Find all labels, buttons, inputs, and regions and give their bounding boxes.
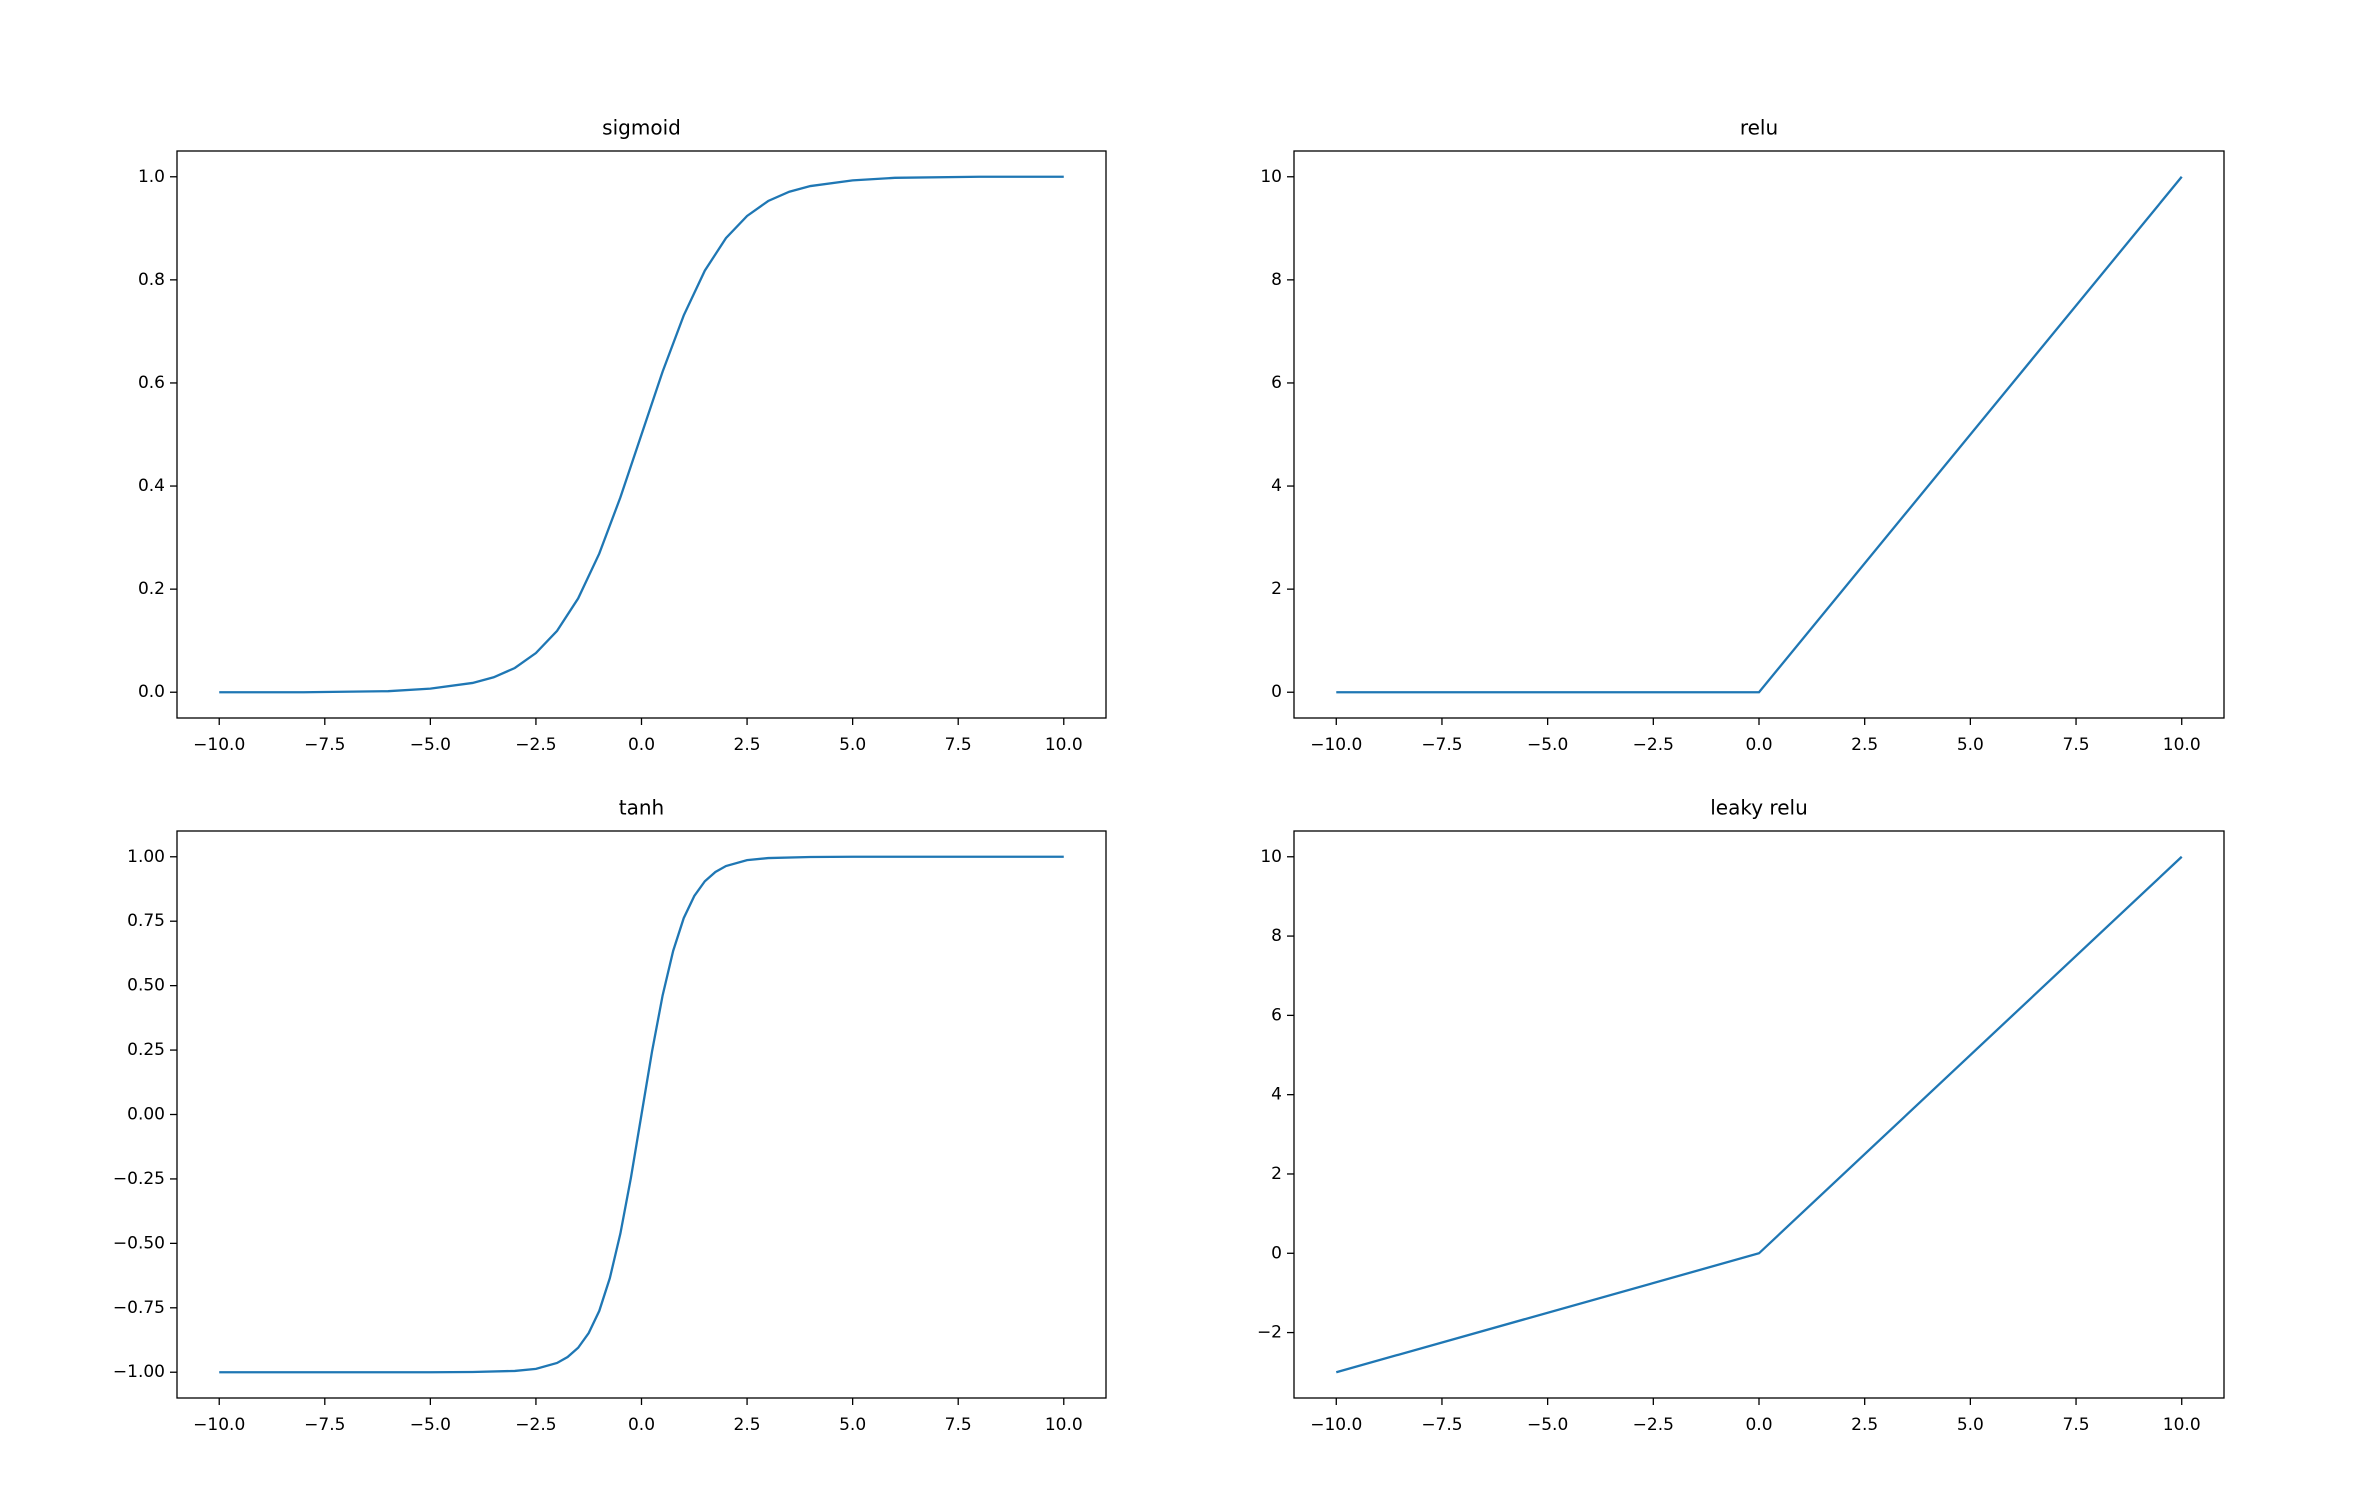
chart-title: tanh <box>619 796 664 820</box>
x-tick-label: −10.0 <box>193 735 245 755</box>
y-tick-label: 1.00 <box>127 847 165 867</box>
x-tick-label: −10.0 <box>1310 1415 1362 1435</box>
x-tick-label: −7.5 <box>304 1415 345 1435</box>
x-tick-label: −2.5 <box>1633 735 1674 755</box>
y-tick-label: 0.50 <box>127 976 165 996</box>
x-tick-label: 5.0 <box>839 1415 866 1435</box>
x-tick-label: 7.5 <box>2063 1415 2090 1435</box>
y-tick-label: 0.25 <box>127 1040 165 1060</box>
y-tick-label: 2 <box>1271 579 1282 599</box>
y-tick-label: 0.4 <box>138 476 165 496</box>
y-tick-label: −1.00 <box>113 1362 165 1382</box>
x-tick-label: 2.5 <box>734 735 761 755</box>
y-tick-label: 4 <box>1271 1085 1282 1105</box>
x-tick-label: 0.0 <box>1745 1415 1772 1435</box>
y-tick-label: −2 <box>1257 1323 1282 1343</box>
line <box>1336 176 2183 694</box>
axes-frame <box>176 830 1107 1399</box>
x-tick-label: 10.0 <box>1045 735 1083 755</box>
y-tick-label: 6 <box>1271 373 1282 393</box>
y-tick-label: 0 <box>1271 1243 1282 1263</box>
x-tick-label: −5.0 <box>1527 1415 1568 1435</box>
axes-frame <box>1293 150 2225 719</box>
y-tick-label: 0.0 <box>138 682 165 702</box>
x-tick-label: 7.5 <box>945 735 972 755</box>
x-tick-label: 2.5 <box>734 1415 761 1435</box>
chart-title: leaky relu <box>1710 796 1808 820</box>
y-tick-label: −0.75 <box>113 1298 165 1318</box>
y-tick-label: 10 <box>1260 167 1282 187</box>
x-tick-label: 2.5 <box>1851 1415 1878 1435</box>
x-tick-label: 7.5 <box>945 1415 972 1435</box>
x-tick-label: 7.5 <box>2063 735 2090 755</box>
y-tick-label: 4 <box>1271 476 1282 496</box>
x-tick-label: 0.0 <box>628 735 655 755</box>
x-tick-label: −5.0 <box>410 1415 451 1435</box>
y-tick-label: 8 <box>1271 270 1282 290</box>
y-tick-label: −0.50 <box>113 1233 165 1253</box>
chart-title: relu <box>1740 116 1778 140</box>
line <box>219 175 1064 694</box>
x-tick-label: 10.0 <box>2163 1415 2201 1435</box>
y-tick-label: 2 <box>1271 1164 1282 1184</box>
x-tick-label: 2.5 <box>1851 735 1878 755</box>
x-tick-label: 0.0 <box>628 1415 655 1435</box>
x-tick-label: −10.0 <box>1310 735 1362 755</box>
x-tick-label: −5.0 <box>410 735 451 755</box>
x-tick-label: −10.0 <box>193 1415 245 1435</box>
x-tick-label: 5.0 <box>1957 735 1984 755</box>
x-tick-label: −7.5 <box>1421 735 1462 755</box>
x-tick-label: 5.0 <box>1957 1415 1984 1435</box>
x-tick-label: 0.0 <box>1745 735 1772 755</box>
x-tick-label: −7.5 <box>1421 1415 1462 1435</box>
x-tick-label: −2.5 <box>1633 1415 1674 1435</box>
x-tick-label: 10.0 <box>2163 735 2201 755</box>
x-tick-label: −5.0 <box>1527 735 1568 755</box>
x-tick-label: −2.5 <box>515 735 556 755</box>
y-tick-label: 10 <box>1260 847 1282 867</box>
y-tick-label: −0.25 <box>113 1169 165 1189</box>
chart-title: sigmoid <box>602 116 681 140</box>
y-tick-label: 0.8 <box>138 270 165 290</box>
axes-frame <box>176 150 1107 719</box>
x-tick-label: 5.0 <box>839 735 866 755</box>
x-tick-label: −2.5 <box>515 1415 556 1435</box>
y-tick-label: 0.6 <box>138 373 165 393</box>
y-tick-label: 0.75 <box>127 911 165 931</box>
y-tick-label: 0.2 <box>138 579 165 599</box>
x-tick-label: −7.5 <box>304 735 345 755</box>
x-tick-label: 10.0 <box>1045 1415 1083 1435</box>
line <box>1335 855 2183 1374</box>
y-tick-label: 8 <box>1271 926 1282 946</box>
y-tick-label: 0 <box>1271 682 1282 702</box>
line <box>219 855 1064 1374</box>
y-tick-label: 1.0 <box>138 167 165 187</box>
y-tick-label: 0.00 <box>127 1105 165 1125</box>
axes-frame <box>1293 830 2225 1399</box>
y-tick-label: 6 <box>1271 1005 1282 1025</box>
